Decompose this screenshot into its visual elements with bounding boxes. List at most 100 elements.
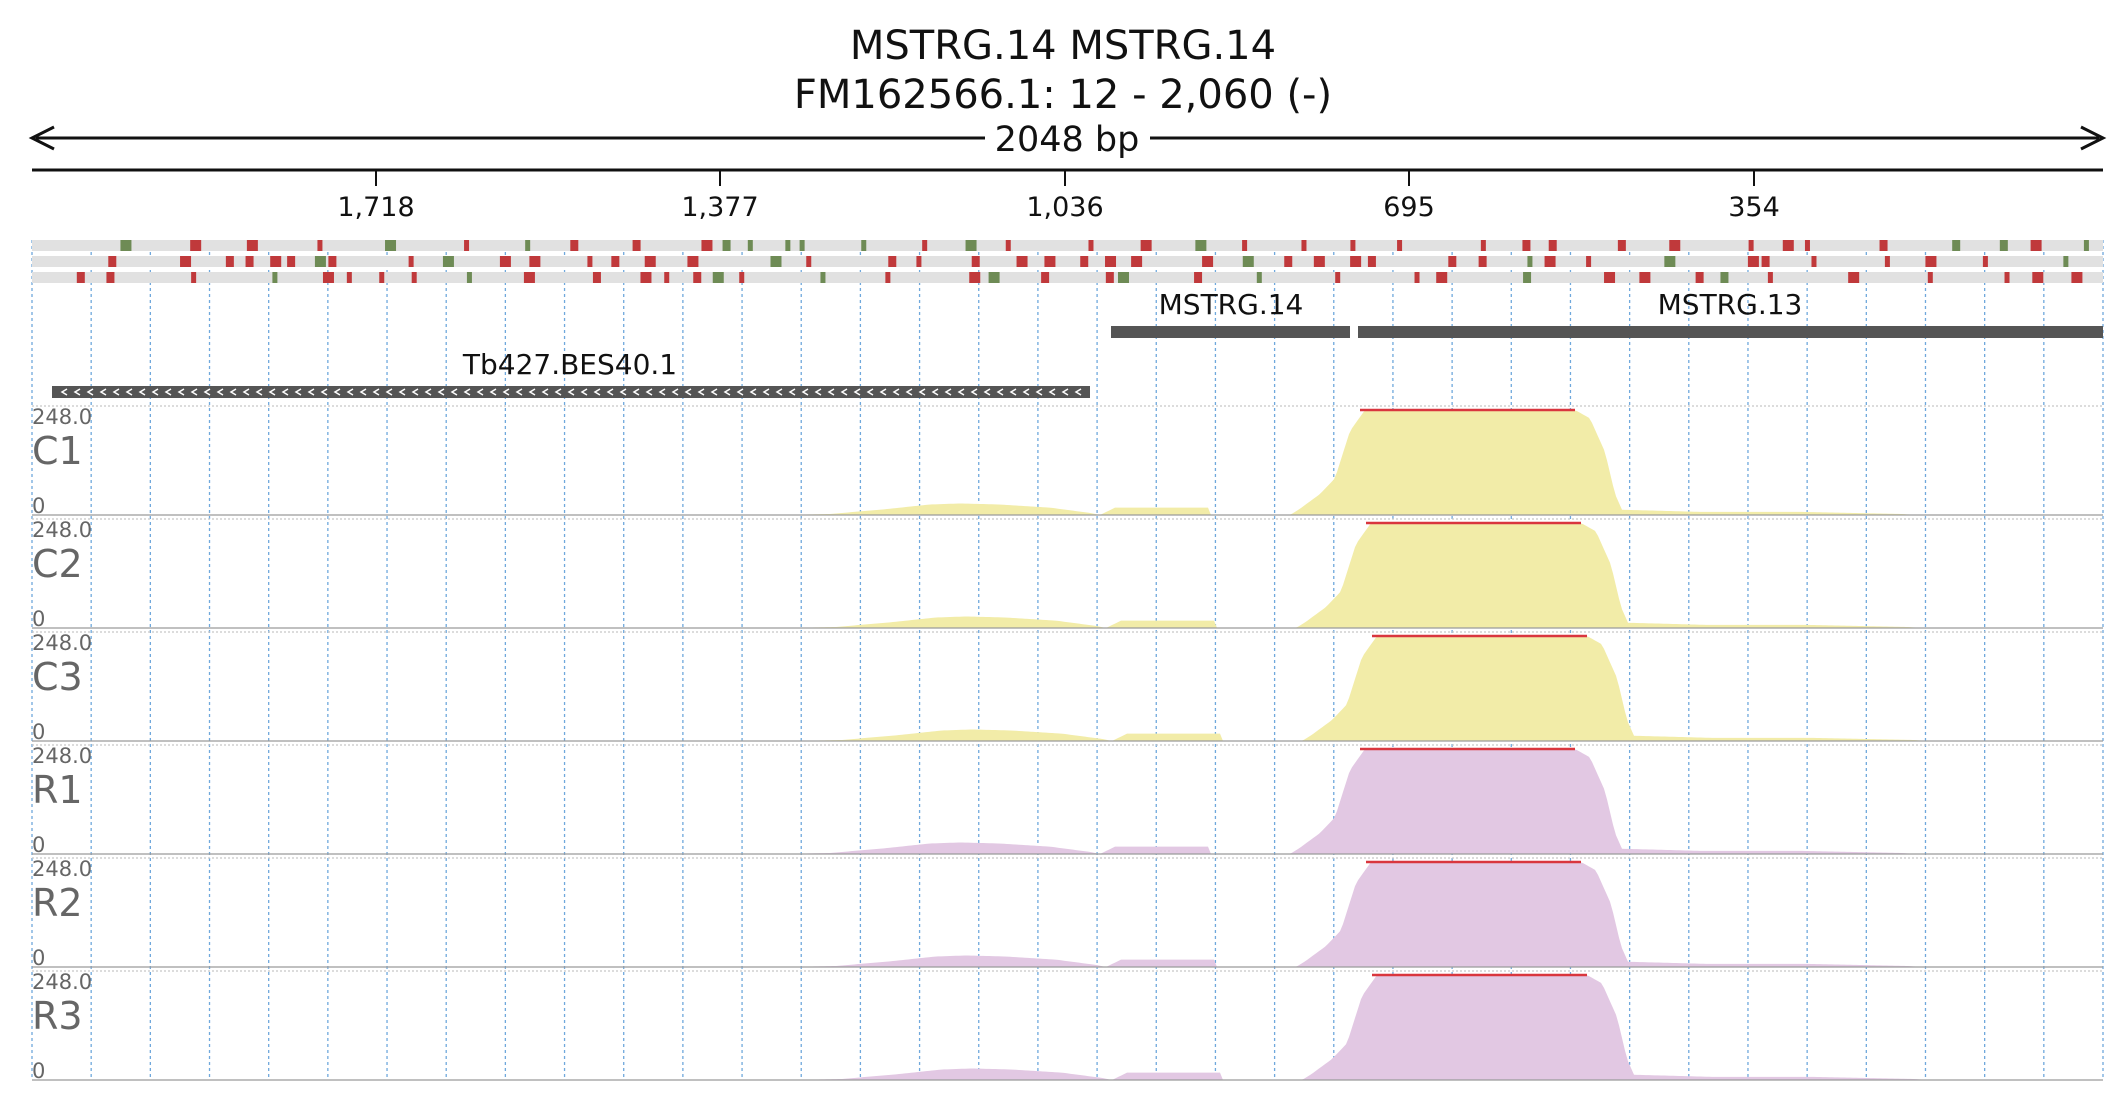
strand-chevron-icon: [99, 388, 107, 396]
variant-mark-red: [408, 256, 414, 267]
strand-chevron-icon: [463, 388, 471, 396]
strand-chevron-icon: [60, 388, 68, 396]
strand-chevron-icon: [996, 388, 1004, 396]
variant-mark-red: [523, 272, 535, 283]
strand-chevron-icon: [619, 388, 627, 396]
coverage-track-c3: 248.0C3 0: [32, 631, 2103, 744]
strand-chevron-icon: [203, 388, 211, 396]
variant-mark-red: [225, 256, 234, 267]
variant-mark-green: [722, 240, 731, 251]
strand-chevron-icon: [385, 388, 393, 396]
variant-mark-green: [1195, 240, 1207, 251]
variant-mark-red: [806, 256, 812, 267]
strand-chevron-icon: [788, 388, 796, 396]
coverage-track-c1: 248.0C1 0: [32, 405, 2103, 518]
strand-chevron-icon: [476, 388, 484, 396]
strand-chevron-icon: [437, 388, 445, 396]
variant-mark-red: [1448, 256, 1457, 267]
variant-mark-red: [1335, 272, 1341, 283]
variant-mark-red: [888, 256, 897, 267]
variant-mark-red: [1927, 272, 1933, 283]
variant-mark-red: [190, 240, 202, 251]
strand-chevron-icon: [515, 388, 523, 396]
variant-mark-red: [1925, 256, 1937, 267]
strand-chevron-icon: [645, 388, 653, 396]
strand-chevron-icon: [554, 388, 562, 396]
variant-mark-red: [1811, 256, 1817, 267]
strand-chevron-icon: [671, 388, 679, 396]
gene-label: MSTRG.13: [1658, 288, 1803, 321]
variant-mark-red: [191, 272, 197, 283]
variant-mark-red: [1761, 256, 1770, 267]
track-name: R1: [32, 768, 83, 812]
variant-mark-red: [1005, 240, 1011, 251]
variant-mark-red: [1480, 240, 1486, 251]
variant-mark-red: [529, 256, 541, 267]
track-max-label: 248.0: [32, 405, 92, 429]
gene-feature: Tb427.BES40.1: [52, 348, 1090, 398]
variant-mark-red: [106, 272, 115, 283]
variant-mark-red: [1884, 256, 1890, 267]
strand-chevron-icon: [112, 388, 120, 396]
variant-mark-red: [1016, 256, 1028, 267]
variant-mark-red: [1879, 240, 1888, 251]
variant-mark-green: [466, 272, 472, 283]
variant-mark-red: [885, 272, 891, 283]
variant-mark-green: [988, 272, 1000, 283]
variant-mark-red: [701, 240, 713, 251]
variant-mark-red: [499, 256, 511, 267]
track-name: R3: [32, 994, 83, 1038]
variant-mark-green: [1117, 272, 1129, 283]
coverage-area: [32, 749, 2103, 854]
variant-mark-red: [971, 256, 980, 267]
strand-chevron-icon: [632, 388, 640, 396]
variant-mark-red: [1140, 240, 1152, 251]
strand-chevron-icon: [606, 388, 614, 396]
strand-chevron-icon: [827, 388, 835, 396]
variant-mark-green: [1242, 256, 1254, 267]
variant-mark-red: [1397, 240, 1403, 251]
gene-bar: [52, 386, 1090, 398]
variant-mark-red: [1586, 256, 1592, 267]
variant-mark-red: [1478, 256, 1487, 267]
variant-mark-red: [317, 240, 323, 251]
variant-mark-red: [108, 256, 117, 267]
variant-mark-red: [1301, 240, 1307, 251]
variant-mark-red: [687, 256, 699, 267]
variant-mark-green: [1527, 256, 1533, 267]
strand-chevron-icon: [918, 388, 926, 396]
variant-mark-green: [861, 240, 867, 251]
strand-chevron-icon: [268, 388, 276, 396]
strand-chevron-icon: [190, 388, 198, 396]
track-min-label: 0: [32, 1059, 45, 1083]
strand-chevron-icon: [957, 388, 965, 396]
sequence-row: [32, 272, 2103, 283]
strand-chevron-icon: [320, 388, 328, 396]
variant-mark-green: [1999, 240, 2008, 251]
variant-mark-red: [1782, 240, 1794, 251]
strand-chevron-icon: [749, 388, 757, 396]
variant-mark-red: [632, 240, 641, 251]
strand-chevron-icon: [762, 388, 770, 396]
strand-chevron-icon: [866, 388, 874, 396]
variant-mark-red: [1548, 240, 1557, 251]
track-name: C3: [32, 655, 83, 699]
variant-mark-red: [2004, 272, 2010, 283]
strand-chevron-icon: [1074, 388, 1082, 396]
strand-chevron-icon: [151, 388, 159, 396]
strand-chevron-icon: [1048, 388, 1056, 396]
variant-mark-red: [592, 272, 601, 283]
strand-chevron-icon: [450, 388, 458, 396]
strand-chevron-icon: [970, 388, 978, 396]
variant-mark-red: [464, 240, 470, 251]
strand-chevron-icon: [775, 388, 783, 396]
strand-chevron-icon: [944, 388, 952, 396]
variant-mark-red: [1080, 256, 1089, 267]
ruler-tick-label: 1,377: [681, 192, 758, 223]
variant-mark-red: [1350, 240, 1356, 251]
variant-mark-red: [1088, 240, 1094, 251]
strand-chevron-icon: [697, 388, 705, 396]
coverage-area: [32, 523, 2103, 628]
track-min-label: 0: [32, 494, 45, 518]
variant-mark-red: [2032, 272, 2044, 283]
